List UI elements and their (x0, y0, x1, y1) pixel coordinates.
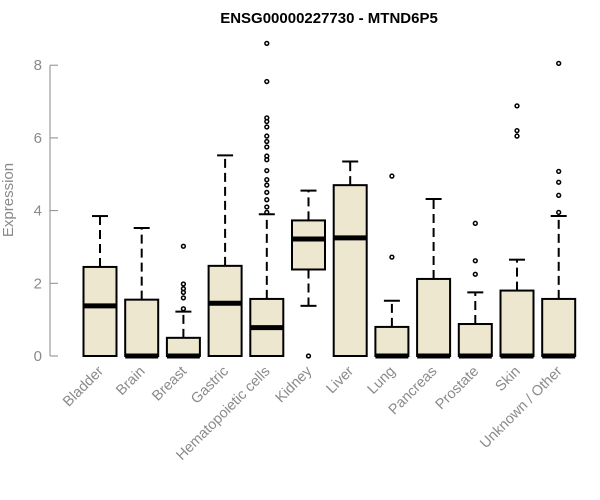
outlier-point (180, 243, 187, 249)
x-tick-label: Prostate (433, 364, 482, 413)
box-liver (332, 160, 368, 357)
box-brain (124, 227, 160, 359)
outlier-point (264, 177, 270, 183)
x-tick-label: Breast (149, 364, 190, 405)
outlier-point (264, 40, 270, 47)
x-tick-label: Brain (113, 364, 148, 399)
y-tick-label: 8 (34, 57, 42, 74)
outlier-point (264, 209, 270, 216)
box-iqr (541, 297, 577, 358)
outlier-point (180, 306, 187, 312)
outlier-point (180, 281, 187, 287)
outlier-point (472, 271, 478, 277)
box-pancreas (416, 197, 452, 359)
outlier-point (264, 197, 270, 203)
outlier-point (556, 209, 562, 216)
y-tick-label: 6 (34, 130, 42, 147)
outlier-point (264, 133, 270, 139)
outlier-point (264, 182, 270, 188)
outlier-point (305, 353, 312, 359)
box-prostate (457, 220, 493, 359)
outlier-point (264, 115, 270, 121)
plot-area (82, 40, 577, 359)
outlier-point (264, 144, 270, 150)
box-iqr (82, 265, 118, 358)
y-tick-label: 0 (34, 348, 42, 365)
outlier-point (389, 173, 395, 179)
outlier-point (264, 138, 270, 145)
x-tick-label: Lung (365, 364, 399, 398)
box-iqr (416, 277, 452, 357)
outlier-point (556, 179, 562, 185)
outlier-point (556, 168, 562, 174)
box-breast (165, 243, 201, 359)
x-tick-label: Bladder (60, 363, 107, 410)
outlier-point (180, 286, 187, 292)
outlier-point (264, 189, 270, 196)
outlier-point (514, 133, 520, 139)
box-iqr (457, 323, 493, 357)
box-skin (499, 103, 535, 359)
x-tick-label: Skin (493, 364, 524, 395)
outlier-point (264, 153, 270, 159)
box-iqr (165, 336, 201, 358)
box-iqr (499, 289, 535, 358)
box-iqr (291, 219, 326, 271)
outlier-point (514, 127, 520, 134)
box-iqr (332, 184, 368, 357)
outlier-point (514, 103, 520, 109)
outlier-point (180, 295, 187, 301)
outlier-point (264, 167, 270, 174)
chart-title: ENSG00000227730 - MTND6P5 (220, 10, 438, 27)
outlier-point (264, 204, 270, 210)
outlier-point (264, 78, 270, 85)
y-tick-label: 4 (34, 203, 42, 220)
box-lung (374, 173, 410, 359)
box-iqr (124, 298, 160, 357)
outlier-point (389, 254, 395, 260)
box-unknown-other (541, 60, 577, 359)
outlier-point (556, 192, 562, 198)
y-tick-label: 2 (34, 275, 42, 292)
box-kidney (291, 189, 326, 359)
box-gastric (207, 154, 243, 357)
outlier-point (264, 124, 270, 130)
box-bladder (82, 215, 118, 358)
outlier-point (556, 60, 562, 67)
outlier-point (472, 258, 478, 264)
box-iqr (374, 325, 410, 358)
outlier-point (472, 220, 478, 226)
x-tick-label: Liver (323, 363, 357, 397)
box-hematopoietic-cells (249, 40, 285, 358)
y-axis-label: Expression (0, 163, 17, 237)
x-tick-label: Kidney (273, 363, 316, 406)
box-iqr (207, 264, 243, 357)
y-axis: 0 2 4 6 8 (34, 57, 58, 365)
